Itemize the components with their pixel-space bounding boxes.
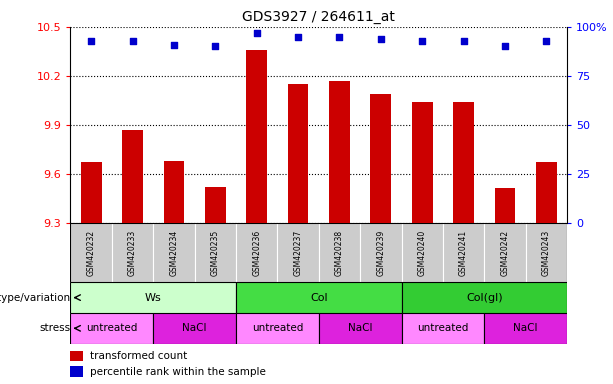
Bar bbox=[319, 223, 360, 282]
Text: GSM420233: GSM420233 bbox=[128, 229, 137, 276]
Text: GSM420241: GSM420241 bbox=[459, 229, 468, 276]
Bar bbox=[246, 50, 267, 223]
Text: GSM420243: GSM420243 bbox=[542, 229, 551, 276]
Point bbox=[541, 38, 551, 44]
Bar bbox=[277, 223, 319, 282]
Text: GSM420237: GSM420237 bbox=[294, 229, 303, 276]
Text: transformed count: transformed count bbox=[90, 351, 188, 361]
Text: GSM420232: GSM420232 bbox=[86, 229, 96, 276]
Text: GSM420238: GSM420238 bbox=[335, 229, 344, 276]
Bar bbox=[122, 130, 143, 223]
Bar bbox=[329, 81, 350, 223]
Bar bbox=[443, 223, 484, 282]
Point bbox=[293, 34, 303, 40]
Bar bbox=[495, 189, 516, 223]
Text: Col: Col bbox=[310, 293, 327, 303]
Text: GSM420239: GSM420239 bbox=[376, 229, 386, 276]
Bar bbox=[484, 313, 567, 344]
Bar bbox=[484, 223, 526, 282]
Text: genotype/variation: genotype/variation bbox=[0, 293, 70, 303]
Text: NaCl: NaCl bbox=[348, 323, 372, 333]
Text: GSM420240: GSM420240 bbox=[417, 229, 427, 276]
Text: untreated: untreated bbox=[86, 323, 137, 333]
Bar bbox=[402, 313, 484, 344]
Point bbox=[86, 38, 96, 44]
Point bbox=[252, 30, 262, 36]
Bar bbox=[164, 161, 185, 223]
Bar bbox=[360, 223, 402, 282]
Bar bbox=[70, 282, 236, 313]
Text: NaCl: NaCl bbox=[514, 323, 538, 333]
Bar bbox=[70, 223, 112, 282]
Bar bbox=[402, 223, 443, 282]
Bar bbox=[153, 313, 236, 344]
Text: GSM420235: GSM420235 bbox=[211, 229, 220, 276]
Bar bbox=[453, 102, 474, 223]
Point bbox=[210, 43, 220, 50]
Text: GSM420242: GSM420242 bbox=[500, 229, 509, 276]
Text: untreated: untreated bbox=[252, 323, 303, 333]
Point bbox=[169, 41, 179, 48]
Title: GDS3927 / 264611_at: GDS3927 / 264611_at bbox=[242, 10, 395, 25]
Text: Ws: Ws bbox=[145, 293, 162, 303]
Bar bbox=[370, 94, 391, 223]
Bar bbox=[153, 223, 195, 282]
Bar bbox=[287, 84, 308, 223]
Bar bbox=[81, 162, 102, 223]
Text: NaCl: NaCl bbox=[183, 323, 207, 333]
Text: percentile rank within the sample: percentile rank within the sample bbox=[90, 366, 266, 377]
Bar bbox=[412, 102, 433, 223]
Bar bbox=[236, 313, 319, 344]
Point bbox=[459, 38, 468, 44]
Bar bbox=[112, 223, 153, 282]
Bar bbox=[526, 223, 567, 282]
Bar bbox=[70, 313, 153, 344]
Text: stress: stress bbox=[39, 323, 70, 333]
Bar bbox=[205, 187, 226, 223]
Bar bbox=[70, 351, 83, 361]
Bar bbox=[536, 162, 557, 223]
Bar bbox=[236, 223, 277, 282]
Point bbox=[500, 43, 510, 50]
Point bbox=[417, 38, 427, 44]
Text: GSM420234: GSM420234 bbox=[169, 229, 178, 276]
Bar bbox=[402, 282, 567, 313]
Bar bbox=[319, 313, 402, 344]
Point bbox=[335, 34, 345, 40]
Point bbox=[128, 38, 137, 44]
Bar bbox=[70, 366, 83, 377]
Text: GSM420236: GSM420236 bbox=[252, 229, 261, 276]
Text: Col(gl): Col(gl) bbox=[466, 293, 503, 303]
Bar bbox=[236, 282, 402, 313]
Text: untreated: untreated bbox=[417, 323, 468, 333]
Point bbox=[376, 36, 386, 42]
Bar bbox=[195, 223, 236, 282]
